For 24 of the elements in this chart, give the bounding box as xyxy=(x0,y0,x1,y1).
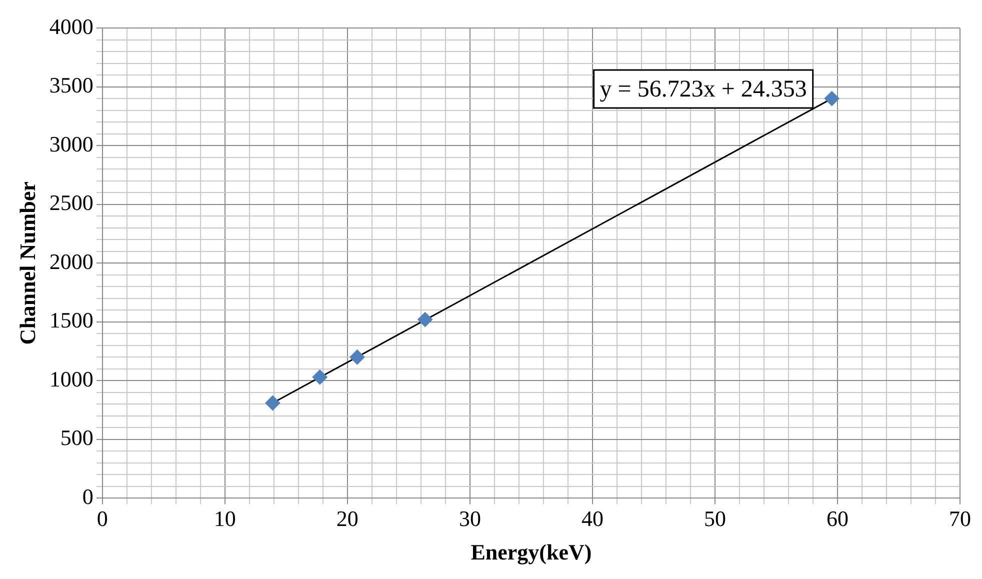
x-tick-label: 10 xyxy=(214,506,236,532)
point xyxy=(265,395,280,410)
y-tick-label: 0 xyxy=(82,484,94,509)
y-axis-title: Channel Number xyxy=(14,181,40,345)
point xyxy=(312,370,328,385)
x-tick-label: 70 xyxy=(949,506,971,532)
y-tick-label: 1500 xyxy=(49,308,94,333)
x-tick-label: 50 xyxy=(704,506,726,532)
y-tick-label: 2000 xyxy=(49,248,94,274)
point xyxy=(418,312,433,328)
y-tick-label: 1000 xyxy=(49,366,94,392)
x-tick-label: 40 xyxy=(581,506,604,532)
x-tick-label: 60 xyxy=(826,506,848,532)
x-tick-label: 20 xyxy=(336,506,358,532)
annotation: y = 56.723x + 24.353 xyxy=(600,76,807,102)
point xyxy=(350,350,365,365)
x-tick-label: 30 xyxy=(458,506,481,532)
y-tick-label: 2500 xyxy=(49,190,94,216)
y-tick-label: 3500 xyxy=(49,72,94,98)
point xyxy=(824,91,840,106)
y-tick-label: 3000 xyxy=(49,131,94,156)
y-tick-label: 500 xyxy=(60,425,94,450)
y-tick-label: 4000 xyxy=(49,14,94,39)
x-axis-title: Energy(keV) xyxy=(470,539,592,564)
